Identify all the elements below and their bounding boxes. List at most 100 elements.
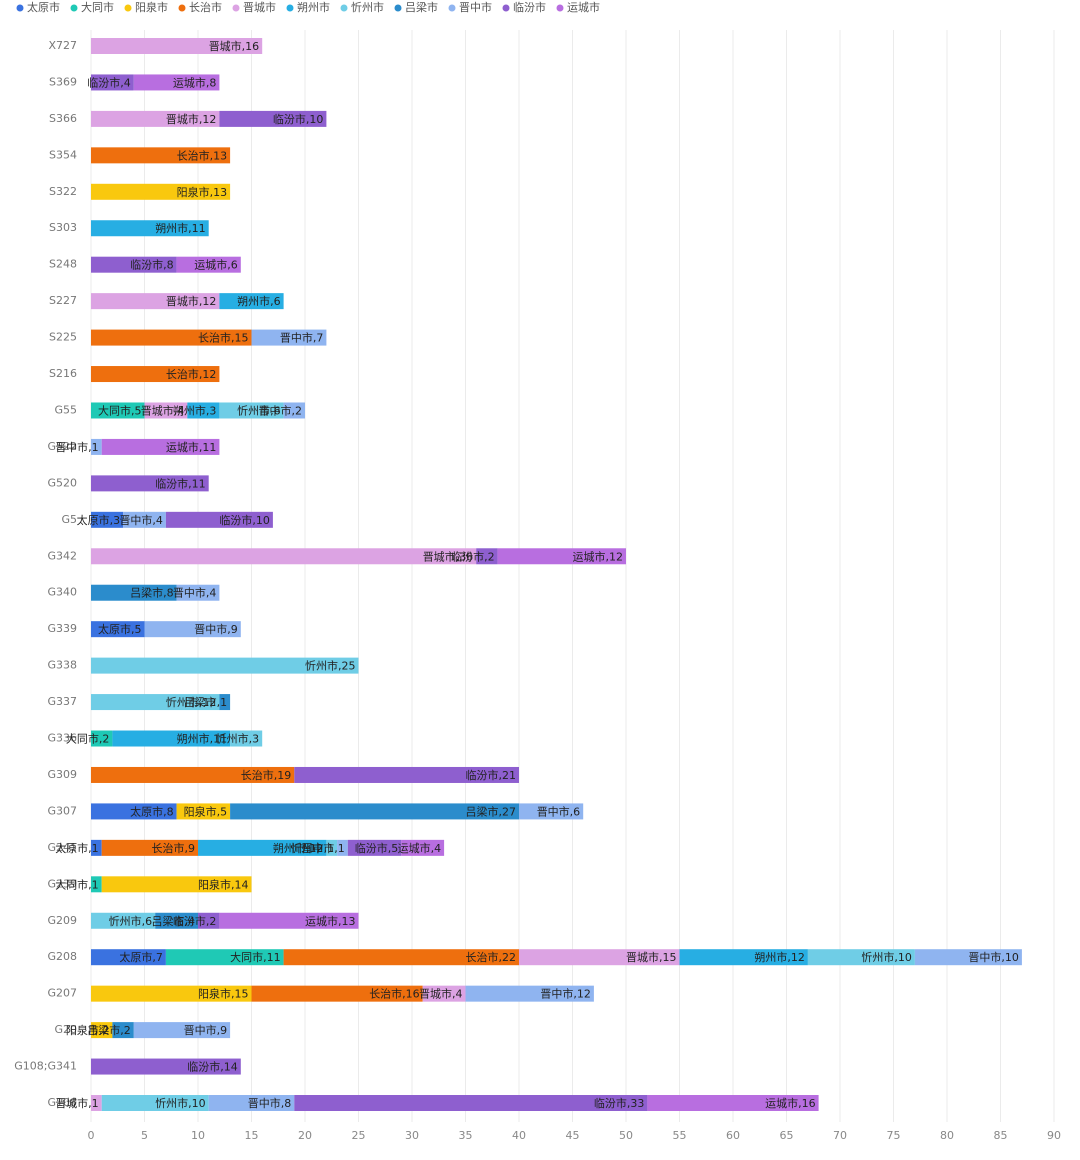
data-label: 临汾市,2: [451, 549, 495, 563]
y-tick-label: S322: [49, 185, 77, 198]
x-tick-label: 80: [940, 1129, 954, 1142]
legend-label: 忻州市: [351, 0, 384, 14]
bar-segment: [294, 766, 519, 783]
legend-marker: [448, 4, 456, 12]
bar-segment: [91, 1058, 241, 1075]
y-tick-label: G337: [47, 695, 77, 708]
data-label: 临汾市,10: [273, 112, 324, 126]
data-label: 晋城市,4: [141, 403, 185, 417]
bar-segment: [133, 1022, 231, 1039]
data-label: 临汾市,8: [130, 258, 174, 272]
legend-marker: [124, 4, 132, 12]
y-tick-label: G309: [47, 768, 77, 781]
data-label: 太原市,1: [55, 841, 99, 855]
legend-label: 吕梁市: [405, 0, 438, 14]
data-label: 晋城市,16: [209, 39, 260, 53]
bar-segment: [219, 694, 231, 711]
bar-segment: [91, 256, 177, 273]
y-tick-label: G108;G341: [14, 1060, 77, 1073]
x-tick-label: 75: [887, 1129, 901, 1142]
data-label: 吕梁市,8: [130, 586, 174, 600]
data-label: 太原市,5: [98, 622, 142, 636]
bar-segment: [91, 475, 209, 492]
bar-segment: [219, 293, 284, 310]
bar-segment: [219, 110, 327, 127]
y-tick-label: G339: [47, 622, 77, 635]
data-label: 阳泉市,5: [184, 804, 228, 818]
data-label: 晋中市,9: [184, 1023, 228, 1037]
bar-segment: [91, 38, 263, 54]
bar-segment: [91, 329, 252, 346]
data-label: 临汾市,33: [594, 1096, 645, 1110]
bar-segment: [91, 183, 231, 200]
bar-segment: [91, 548, 477, 565]
legend-marker: [178, 4, 186, 12]
bar-segment: [112, 1022, 134, 1039]
data-label: 晋中市,1: [55, 440, 99, 454]
data-label: 长治市,16: [369, 987, 420, 1001]
bar-segment: [91, 949, 166, 966]
legend-marker: [394, 4, 402, 12]
data-label: 太原市,8: [130, 804, 174, 818]
bar-segment: [112, 730, 231, 747]
bar-segment: [914, 949, 1022, 966]
y-tick-label: G522: [47, 440, 77, 453]
data-label: 大同市,1: [55, 877, 99, 891]
legend-marker: [502, 4, 510, 12]
bar-segment: [91, 511, 124, 528]
bar-segment: [219, 402, 284, 419]
bar-segment: [91, 366, 220, 383]
y-tick-label: S225: [49, 331, 77, 344]
bar-segment: [91, 985, 252, 1002]
x-tick-label: 85: [994, 1129, 1008, 1142]
bar-segment: [187, 402, 220, 419]
y-tick-label: G241: [47, 841, 77, 854]
data-label: 长治市,9: [152, 841, 196, 855]
y-tick-label: G340: [47, 586, 77, 599]
bar-segment: [101, 839, 198, 856]
y-tick-label: S227: [49, 294, 77, 307]
data-label: 晋中市,9: [194, 622, 238, 636]
bar-segment: [208, 1095, 295, 1111]
data-label: 忻州市,3: [216, 732, 260, 746]
x-tick-label: 15: [245, 1129, 259, 1142]
data-label: 晋中市,12: [540, 987, 591, 1001]
y-tick-label: G209: [47, 914, 77, 927]
data-label: 朔州市,11: [177, 732, 228, 746]
bar-segment: [807, 949, 915, 966]
bar-segment: [144, 621, 241, 638]
bar-segment: [337, 839, 348, 856]
bar-segment: [251, 985, 423, 1002]
data-label: 朔州市,12: [754, 950, 805, 964]
y-tick-label: X727: [48, 39, 77, 52]
legend-label: 大同市: [81, 0, 114, 14]
bar-segment: [91, 876, 102, 893]
legend-label: 晋城市: [243, 0, 276, 14]
bar-segment: [519, 949, 680, 966]
data-label: 长治市,22: [466, 950, 517, 964]
data-label: 晋中市,4: [173, 586, 217, 600]
x-tick-label: 30: [405, 1129, 419, 1142]
y-tick-label: G336: [47, 732, 77, 745]
data-label: 临汾市,14: [187, 1060, 238, 1074]
legend-marker: [556, 4, 564, 12]
x-tick-label: 40: [512, 1129, 526, 1142]
bar-segment: [165, 511, 273, 528]
bar-segment: [497, 548, 626, 565]
bar-segment: [91, 1022, 113, 1039]
data-label: 朔州市,12: [273, 841, 324, 855]
data-label: 长治市,12: [166, 367, 217, 381]
data-label: 运城市,4: [398, 841, 442, 855]
data-label: 忻州市,12: [166, 695, 217, 709]
x-tick-label: 25: [352, 1129, 366, 1142]
x-tick-label: 65: [780, 1129, 794, 1142]
bar-segment: [91, 584, 177, 601]
y-tick-label: S248: [49, 258, 77, 271]
bar-segment: [519, 803, 584, 820]
bar-segment: [91, 438, 102, 455]
bar-segment: [326, 839, 338, 856]
x-tick-label: 45: [566, 1129, 580, 1142]
bar-segment: [101, 438, 220, 455]
y-tick-label: S303: [49, 221, 77, 234]
